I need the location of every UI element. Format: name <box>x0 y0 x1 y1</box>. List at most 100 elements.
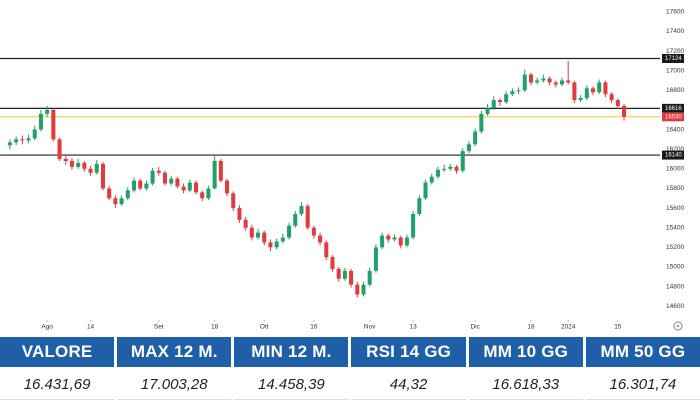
table-value: 16.618,33 <box>468 369 583 400</box>
candle-body <box>181 186 186 191</box>
y-tick-label: 15400 <box>666 224 684 231</box>
candle-body <box>26 138 31 141</box>
candle-body <box>559 80 565 85</box>
candle-body <box>113 198 118 205</box>
candle-body <box>76 162 81 167</box>
candle-body <box>150 170 155 184</box>
candle-body <box>218 160 223 181</box>
candle-body <box>361 284 366 295</box>
y-tick-label: 16000 <box>666 166 684 173</box>
candle-body <box>243 219 248 228</box>
candle-body <box>280 237 285 242</box>
candle-body <box>435 169 440 177</box>
candle-body <box>572 82 577 101</box>
candle-body <box>491 100 496 108</box>
candle-body <box>262 232 267 243</box>
settings-icon[interactable] <box>673 321 683 331</box>
candle-body <box>590 88 596 93</box>
candle-body <box>318 235 323 243</box>
candle-body <box>7 142 12 146</box>
x-tick-label: 14 <box>87 324 95 331</box>
y-tick-label: 16400 <box>666 126 684 133</box>
candle-body <box>299 206 304 214</box>
candle-body <box>429 176 434 183</box>
candle-body <box>392 237 397 240</box>
x-tick-label: 13 <box>410 324 418 331</box>
last-price-label: 16530 <box>665 114 682 120</box>
stats-table: VALORE MAX 12 M. MIN 12 M. RSI 14 GG MM … <box>0 337 700 400</box>
candle-body <box>57 139 62 159</box>
candle-body <box>256 232 261 238</box>
candle-body <box>156 170 161 173</box>
candle-body <box>162 172 168 184</box>
candle-body <box>305 206 310 228</box>
candle-body <box>547 78 552 83</box>
candle-body <box>386 235 391 240</box>
table-value: 14.458,39 <box>234 369 349 400</box>
candle-body <box>82 162 87 169</box>
candle-body <box>225 180 230 194</box>
candle-body <box>88 168 93 173</box>
x-tick-label: 18 <box>211 324 219 331</box>
level-label-box <box>662 150 684 160</box>
candle-body <box>398 237 403 246</box>
level-label-box <box>662 53 684 63</box>
candle-body <box>287 225 292 238</box>
y-tick-label: 17000 <box>666 67 684 74</box>
candle-body <box>504 94 509 103</box>
candle-body <box>541 78 546 81</box>
candle-body <box>448 166 453 169</box>
y-tick-label: 17400 <box>666 28 684 35</box>
candle-body <box>473 131 478 145</box>
x-tick-label: Dic <box>470 324 480 331</box>
candle-body <box>485 107 490 114</box>
candle-body <box>373 247 378 271</box>
candle-body <box>144 183 149 189</box>
candle-body <box>597 82 602 93</box>
candle-body <box>404 237 409 246</box>
last-price-box <box>662 112 684 122</box>
table-header: MIN 12 M. <box>234 337 349 367</box>
candle-body <box>454 166 459 171</box>
candle-body <box>206 188 211 199</box>
candle-body <box>107 188 112 199</box>
x-tick-label: Ott <box>260 324 269 331</box>
candle-body <box>32 129 37 139</box>
candle-body <box>274 241 279 248</box>
candle-body <box>603 82 608 95</box>
table-header: MM 50 GG <box>585 337 700 367</box>
x-tick-label: 2024 <box>561 324 576 331</box>
table-value: 44,32 <box>351 369 466 400</box>
candle-body <box>367 270 372 285</box>
candle-body <box>510 91 515 95</box>
candle-body <box>200 192 205 199</box>
candle-body <box>100 163 105 189</box>
candle-body <box>330 257 335 269</box>
y-tick-label: 14600 <box>666 303 684 310</box>
candle-body <box>342 270 347 279</box>
candle-body <box>138 180 143 189</box>
candle-body <box>169 178 174 184</box>
candle-body <box>51 109 56 140</box>
table-header: MAX 12 M. <box>117 337 232 367</box>
x-tick-label: 18 <box>527 324 535 331</box>
level-label-box <box>662 103 684 113</box>
candle-body <box>584 88 589 99</box>
candle-body <box>442 168 447 170</box>
candle-body <box>268 242 273 248</box>
y-tick-label: 16200 <box>666 146 684 153</box>
y-tick-label: 15800 <box>666 185 684 192</box>
chart: 14600 14800 15000 15200 15400 15600 15800 16000… <box>0 8 684 331</box>
table-value: 17.003,28 <box>117 369 232 400</box>
candle-body <box>460 151 465 171</box>
candle-body <box>38 113 43 130</box>
table-header: MM 10 GG <box>468 337 583 367</box>
candle-body <box>293 213 298 226</box>
candle-body <box>336 268 341 279</box>
candle-body <box>324 242 329 258</box>
candle-body <box>63 159 68 161</box>
y-tick-label: 15200 <box>666 244 684 251</box>
x-tick-label: Nov <box>364 324 376 331</box>
candle-body <box>311 227 316 236</box>
